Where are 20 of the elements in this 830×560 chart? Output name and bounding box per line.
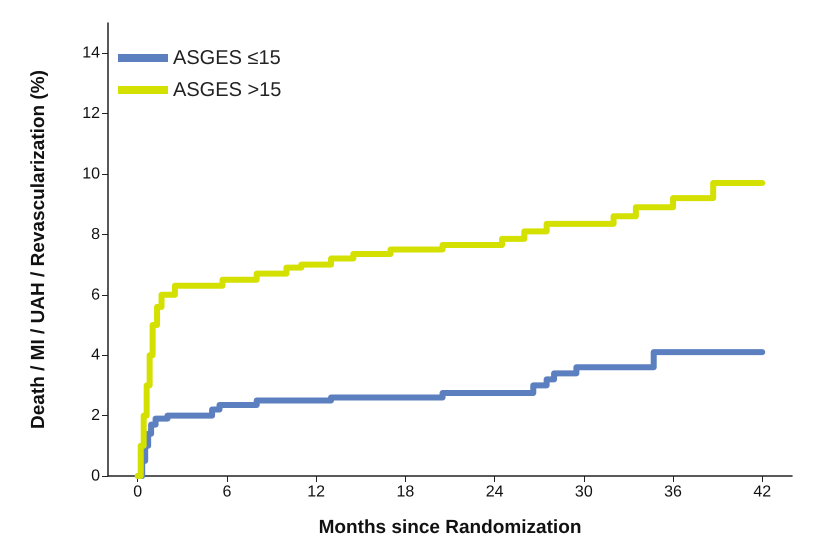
y-axis-title: Death / MI / UAH / Revascularization (%) — [28, 70, 49, 429]
legend-label: ASGES ≤15 — [173, 47, 281, 69]
x-tick-label: 0 — [133, 484, 142, 500]
y-tick-label: 4 — [91, 346, 100, 364]
y-tick-label: 10 — [82, 166, 100, 182]
x-tick-label: 24 — [486, 484, 504, 500]
y-tick-label: 14 — [82, 44, 100, 62]
y-tick-label: 12 — [82, 105, 100, 122]
x-tick-label: 36 — [664, 484, 682, 500]
y-tick-label: 6 — [91, 286, 100, 304]
x-axis-title: Months since Randomization — [318, 517, 582, 538]
legend-label: ASGES >15 — [173, 79, 282, 101]
x-tick-label: 6 — [222, 484, 232, 500]
x-tick-label: 18 — [396, 484, 414, 500]
x-tick-label: 30 — [574, 484, 593, 500]
x-tick-label: 12 — [307, 484, 326, 500]
y-tick-label: 0 — [91, 468, 100, 484]
x-tick-label: 42 — [753, 484, 772, 500]
y-tick-label: 2 — [91, 407, 100, 424]
y-tick-label: 8 — [91, 226, 100, 243]
